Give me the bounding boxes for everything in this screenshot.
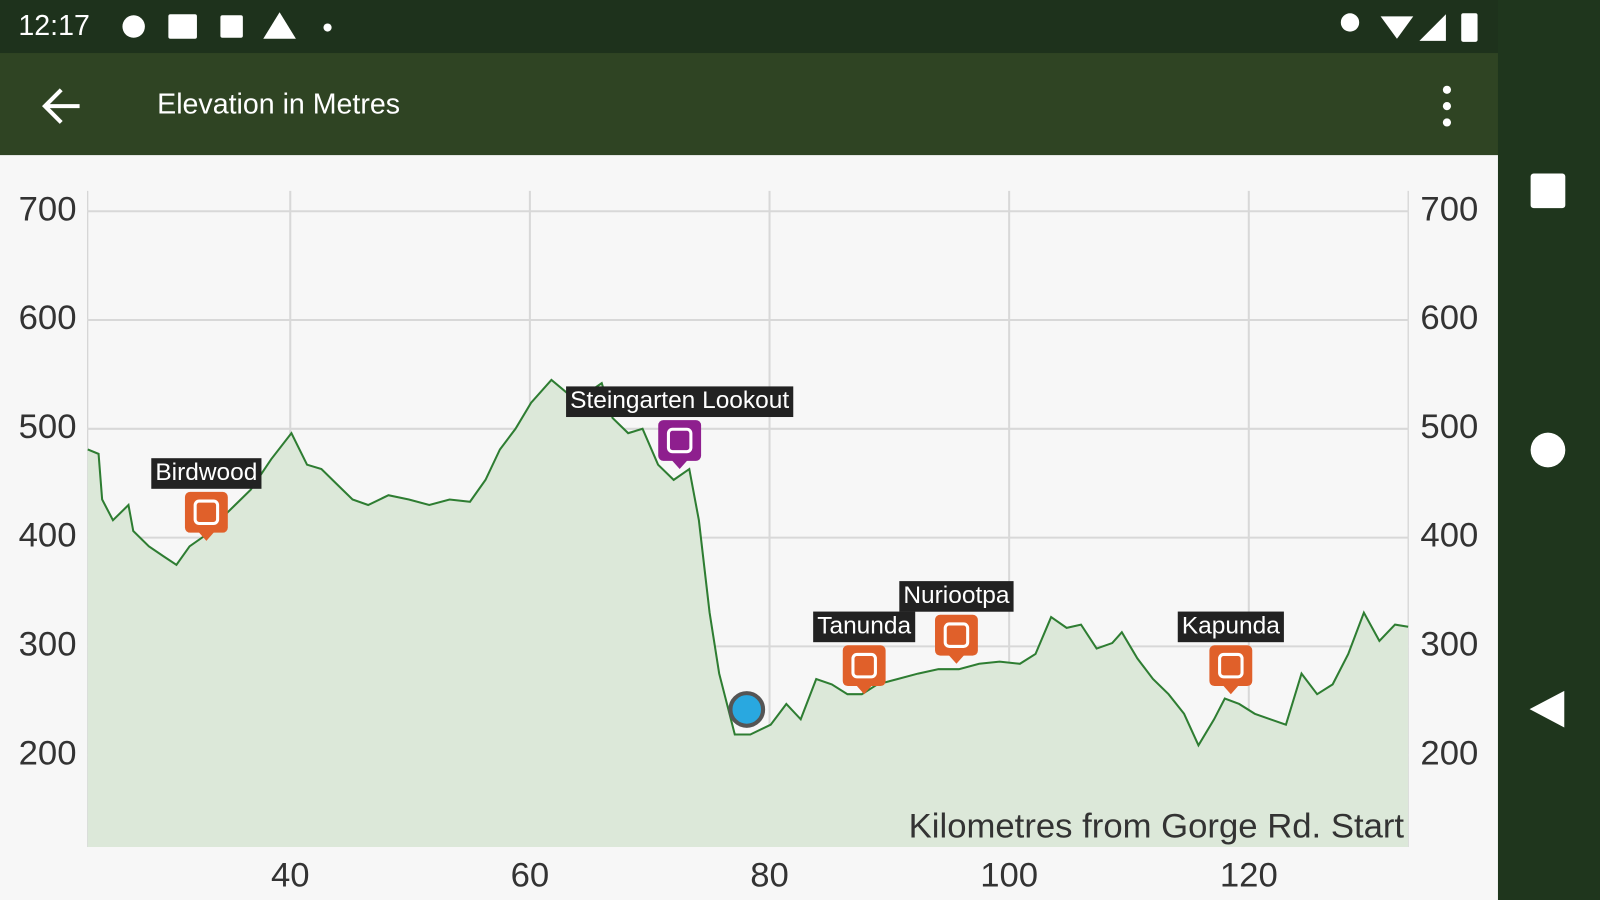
y2-tick-label: 600 bbox=[1420, 299, 1478, 337]
y2-tick-label: 300 bbox=[1420, 626, 1478, 664]
status-time: 12:17 bbox=[18, 10, 89, 42]
nav-back[interactable] bbox=[1529, 690, 1565, 728]
y-tick-label: 200 bbox=[19, 734, 77, 772]
poi-pin bbox=[1209, 645, 1253, 687]
poi-pin bbox=[842, 645, 886, 687]
poi-icon bbox=[666, 427, 693, 454]
poi-label: Birdwood bbox=[155, 459, 257, 486]
x-tick-label: 80 bbox=[750, 857, 789, 895]
poi-marker bbox=[184, 491, 228, 541]
y-tick-label: 400 bbox=[19, 517, 77, 555]
poi-label: Nuriootpa bbox=[903, 582, 1009, 609]
y-tick-label: 500 bbox=[19, 408, 77, 446]
poi-pin-tip bbox=[1222, 685, 1239, 695]
poi-label-bg bbox=[151, 458, 262, 489]
poi-pin bbox=[184, 491, 228, 533]
y2-tick-label: 400 bbox=[1420, 517, 1478, 555]
poi-pin-tip bbox=[948, 654, 965, 664]
poi-pin-tip bbox=[856, 685, 873, 695]
x-axis-label: Kilometres from Gorge Rd. Start bbox=[909, 808, 1405, 846]
status-icons bbox=[122, 12, 1478, 42]
app-title: Elevation in Metres bbox=[157, 89, 400, 121]
y2-tick-label: 200 bbox=[1420, 734, 1478, 772]
nav-recents[interactable] bbox=[1530, 173, 1566, 209]
poi-label: Steingarten Lookout bbox=[570, 387, 789, 414]
poi-label-bg bbox=[813, 611, 916, 643]
poi-pin-tip bbox=[671, 459, 688, 470]
poi-marker bbox=[842, 645, 886, 695]
elevation-chart: 200 200 300 300 400 400 500 500 600 600 700 700 40 60… bbox=[19, 190, 1479, 894]
app-bar bbox=[0, 53, 1498, 156]
poi-label-bg bbox=[1177, 611, 1284, 643]
x-tick-label: 100 bbox=[980, 857, 1038, 895]
y-tick-label: 600 bbox=[19, 299, 77, 337]
x-tick-label: 40 bbox=[271, 857, 310, 895]
poi-label: Tanunda bbox=[817, 612, 911, 639]
status-bar bbox=[0, 0, 1498, 54]
poi-pin bbox=[658, 420, 702, 461]
poi-marker bbox=[1209, 645, 1253, 695]
area-fill bbox=[87, 379, 1409, 847]
x-tick-label: 120 bbox=[1220, 857, 1278, 895]
x-tick-label: 60 bbox=[511, 857, 550, 895]
poi-icon bbox=[943, 622, 970, 648]
poi-label: Kapunda bbox=[1182, 612, 1280, 639]
poi-icon bbox=[1218, 652, 1244, 679]
poi-marker bbox=[935, 614, 978, 664]
y-tick-label: 700 bbox=[19, 190, 77, 228]
overflow-menu[interactable] bbox=[1442, 85, 1452, 127]
current-position bbox=[728, 691, 766, 728]
poi-label-bg bbox=[899, 581, 1014, 612]
poi-pin bbox=[935, 614, 978, 656]
y-tick-label: 300 bbox=[19, 626, 77, 664]
nav-home[interactable] bbox=[1530, 432, 1566, 468]
poi-icon bbox=[851, 652, 877, 679]
y2-tick-label: 700 bbox=[1420, 190, 1478, 228]
elevation-line bbox=[87, 378, 1409, 748]
poi-icon bbox=[193, 499, 220, 526]
poi-label-bg bbox=[566, 386, 794, 418]
poi-pin-tip bbox=[198, 531, 215, 541]
y2-tick-label: 500 bbox=[1420, 408, 1478, 446]
poi-marker bbox=[658, 420, 702, 470]
back-button[interactable] bbox=[42, 88, 80, 124]
